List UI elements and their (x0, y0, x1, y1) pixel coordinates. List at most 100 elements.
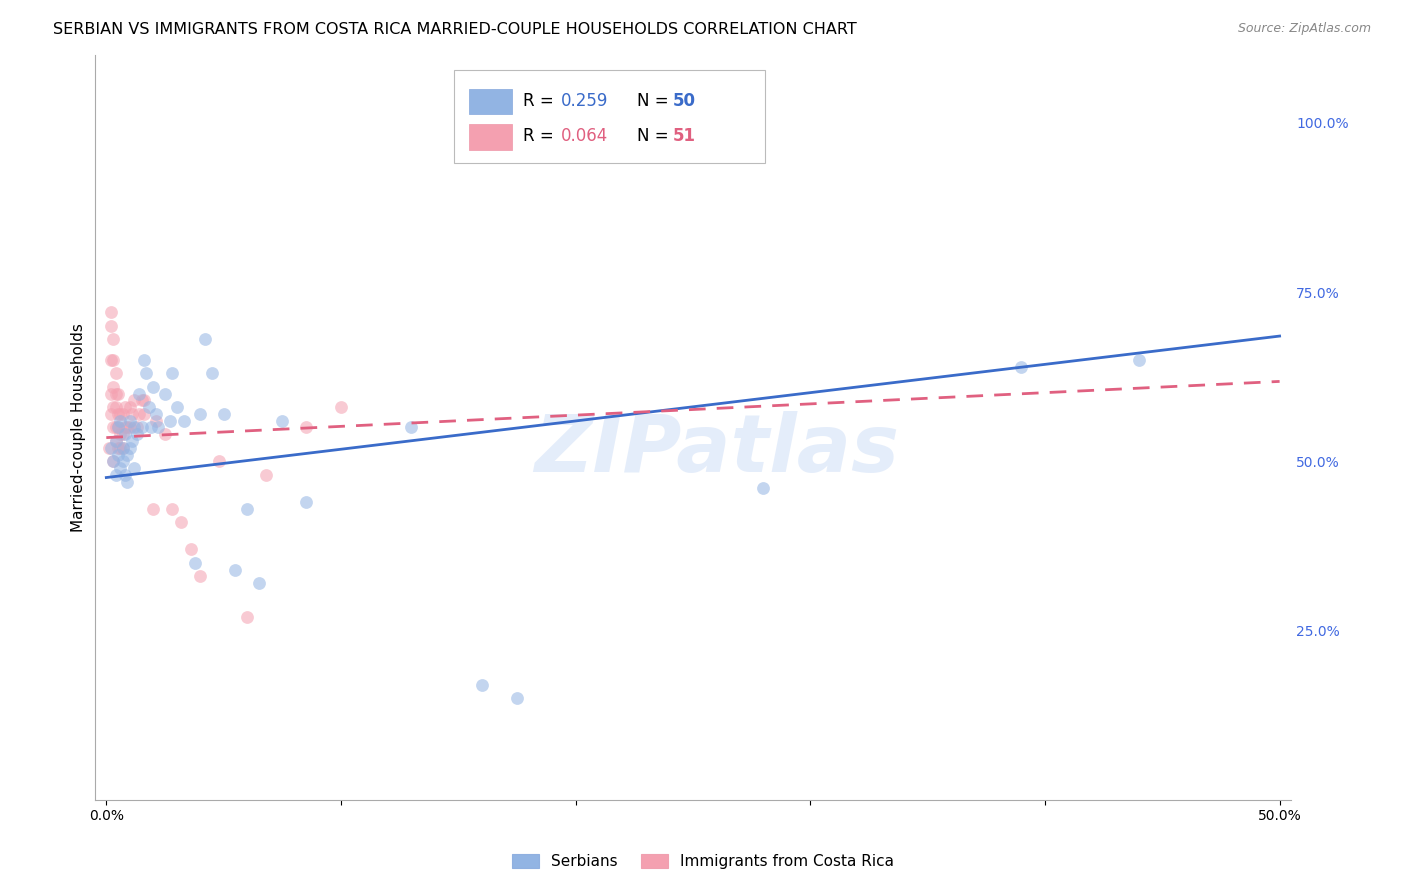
Point (111, 427, 134, 442)
Point (247, 576, 270, 591)
Text: R =: R = (523, 127, 560, 145)
Point (111, 441, 134, 455)
Point (128, 407, 150, 421)
Point (236, 501, 259, 516)
Point (104, 386, 127, 401)
Point (114, 420, 136, 434)
Point (1011, 359, 1033, 374)
Point (132, 393, 155, 408)
Point (180, 542, 202, 557)
Point (146, 420, 169, 434)
Point (188, 569, 211, 583)
Legend: Serbians, Immigrants from Costa Rica: Serbians, Immigrants from Costa Rica (505, 847, 901, 875)
Point (145, 414, 167, 428)
Text: 50: 50 (672, 92, 696, 110)
Point (166, 400, 188, 414)
Point (117, 475, 139, 489)
Point (160, 366, 183, 380)
Point (170, 515, 193, 529)
Point (142, 501, 165, 516)
Point (103, 454, 125, 468)
Point (100, 305, 122, 319)
Point (121, 434, 143, 448)
Point (110, 441, 132, 455)
Point (159, 414, 181, 428)
Point (100, 441, 122, 455)
Point (121, 407, 143, 421)
Point (131, 420, 153, 434)
Point (118, 400, 141, 414)
Text: Source: ZipAtlas.com: Source: ZipAtlas.com (1237, 22, 1371, 36)
Point (194, 333, 217, 347)
Point (471, 678, 494, 692)
Point (104, 420, 127, 434)
Point (125, 427, 148, 442)
Point (330, 400, 353, 414)
Point (142, 380, 165, 394)
Point (173, 414, 195, 428)
Point (104, 366, 127, 380)
Text: 0.064: 0.064 (561, 127, 609, 145)
Point (114, 400, 136, 414)
Point (294, 495, 316, 509)
Point (107, 420, 129, 434)
Point (114, 467, 136, 482)
Point (160, 501, 183, 516)
Point (114, 427, 136, 442)
Point (506, 691, 529, 706)
Point (103, 352, 125, 367)
Text: 51: 51 (672, 127, 696, 145)
Point (1128, 352, 1150, 367)
Text: 0.259: 0.259 (561, 92, 609, 110)
Point (139, 420, 162, 434)
Point (110, 407, 132, 421)
Point (224, 563, 246, 577)
Point (125, 420, 148, 434)
Point (124, 420, 146, 434)
Point (236, 610, 259, 624)
Point (100, 352, 122, 367)
Point (103, 454, 125, 468)
Y-axis label: Married-couple Households: Married-couple Households (72, 323, 86, 532)
Point (111, 441, 134, 455)
Point (132, 352, 155, 367)
Point (100, 318, 122, 333)
Point (111, 407, 134, 421)
Point (188, 407, 211, 421)
Point (103, 420, 125, 434)
Point (118, 441, 141, 455)
Text: R =: R = (523, 92, 560, 110)
Point (107, 448, 129, 462)
Point (97, 441, 120, 455)
Point (100, 407, 122, 421)
Point (118, 420, 141, 434)
Text: N =: N = (637, 92, 673, 110)
Point (110, 414, 132, 428)
Point (104, 434, 127, 448)
Point (212, 407, 235, 421)
Text: SERBIAN VS IMMIGRANTS FROM COSTA RICA MARRIED-COUPLE HOUSEHOLDS CORRELATION CHAR: SERBIAN VS IMMIGRANTS FROM COSTA RICA MA… (53, 22, 858, 37)
Point (128, 386, 150, 401)
Point (111, 454, 134, 468)
Point (124, 393, 146, 408)
Point (103, 400, 125, 414)
Point (107, 420, 129, 434)
Point (103, 380, 125, 394)
Point (135, 366, 157, 380)
FancyBboxPatch shape (470, 88, 512, 114)
Point (752, 482, 775, 496)
Point (294, 420, 316, 434)
Point (103, 333, 125, 347)
Point (107, 386, 129, 401)
Point (104, 400, 127, 414)
Point (107, 441, 129, 455)
FancyBboxPatch shape (454, 70, 765, 163)
Point (208, 454, 231, 468)
Point (117, 420, 139, 434)
Text: N =: N = (637, 127, 673, 145)
Point (201, 366, 224, 380)
Point (138, 400, 160, 414)
Point (153, 427, 176, 442)
Point (110, 427, 132, 442)
Point (104, 467, 127, 482)
